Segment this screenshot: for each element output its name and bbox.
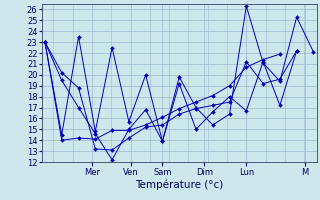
X-axis label: Température (°c): Température (°c) [135, 179, 223, 190]
